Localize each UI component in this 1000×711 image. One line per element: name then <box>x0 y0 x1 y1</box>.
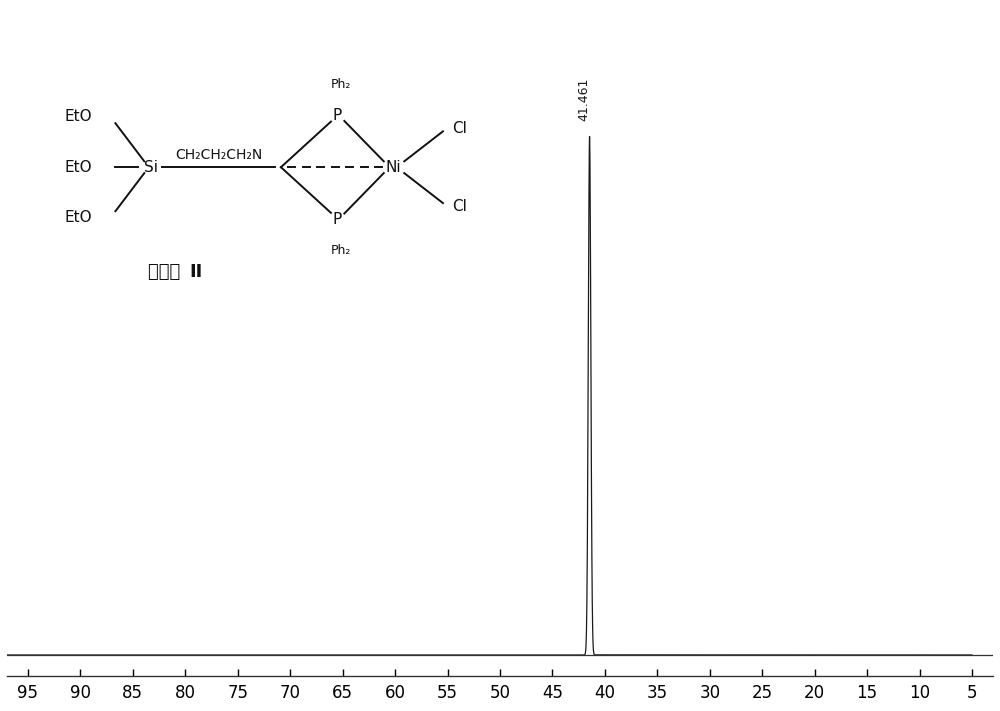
Text: 41.461: 41.461 <box>578 77 591 121</box>
